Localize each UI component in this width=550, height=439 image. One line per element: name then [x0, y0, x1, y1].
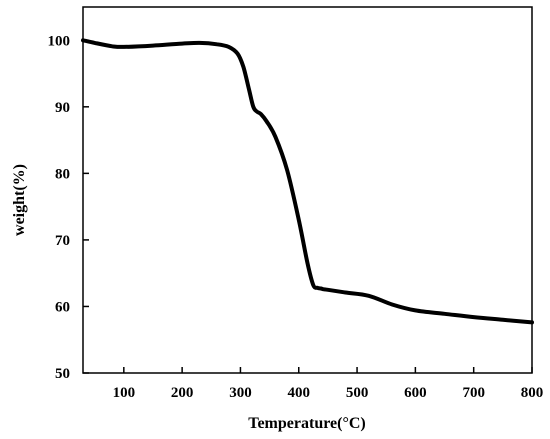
x-tick-label: 500	[346, 385, 369, 401]
y-tick-label: 70	[55, 233, 70, 249]
weight-curve	[81, 38, 534, 325]
y-tick-label: 50	[55, 366, 70, 382]
y-tick-label: 100	[48, 33, 71, 49]
y-tick-label: 80	[55, 166, 70, 182]
plot-frame	[82, 6, 533, 374]
x-axis-label: Temperature(°C)	[248, 415, 365, 432]
y-tick-label: 60	[55, 299, 70, 315]
y-axis-label: weight(%)	[11, 164, 28, 236]
x-tick-label: 300	[229, 385, 252, 401]
y-tick-label: 90	[55, 100, 70, 116]
axis-ticks: 100 200 300 400 500 600 700 800 50 60 70 80 90 100	[48, 33, 544, 401]
x-tick-label: 700	[462, 385, 485, 401]
x-tick-label: 600	[404, 385, 427, 401]
x-tick-label: 200	[171, 385, 194, 401]
x-tick-label: 800	[521, 385, 544, 401]
x-tick-label: 400	[288, 385, 311, 401]
plot-area	[81, 6, 534, 374]
x-tick-label: 100	[113, 385, 136, 401]
